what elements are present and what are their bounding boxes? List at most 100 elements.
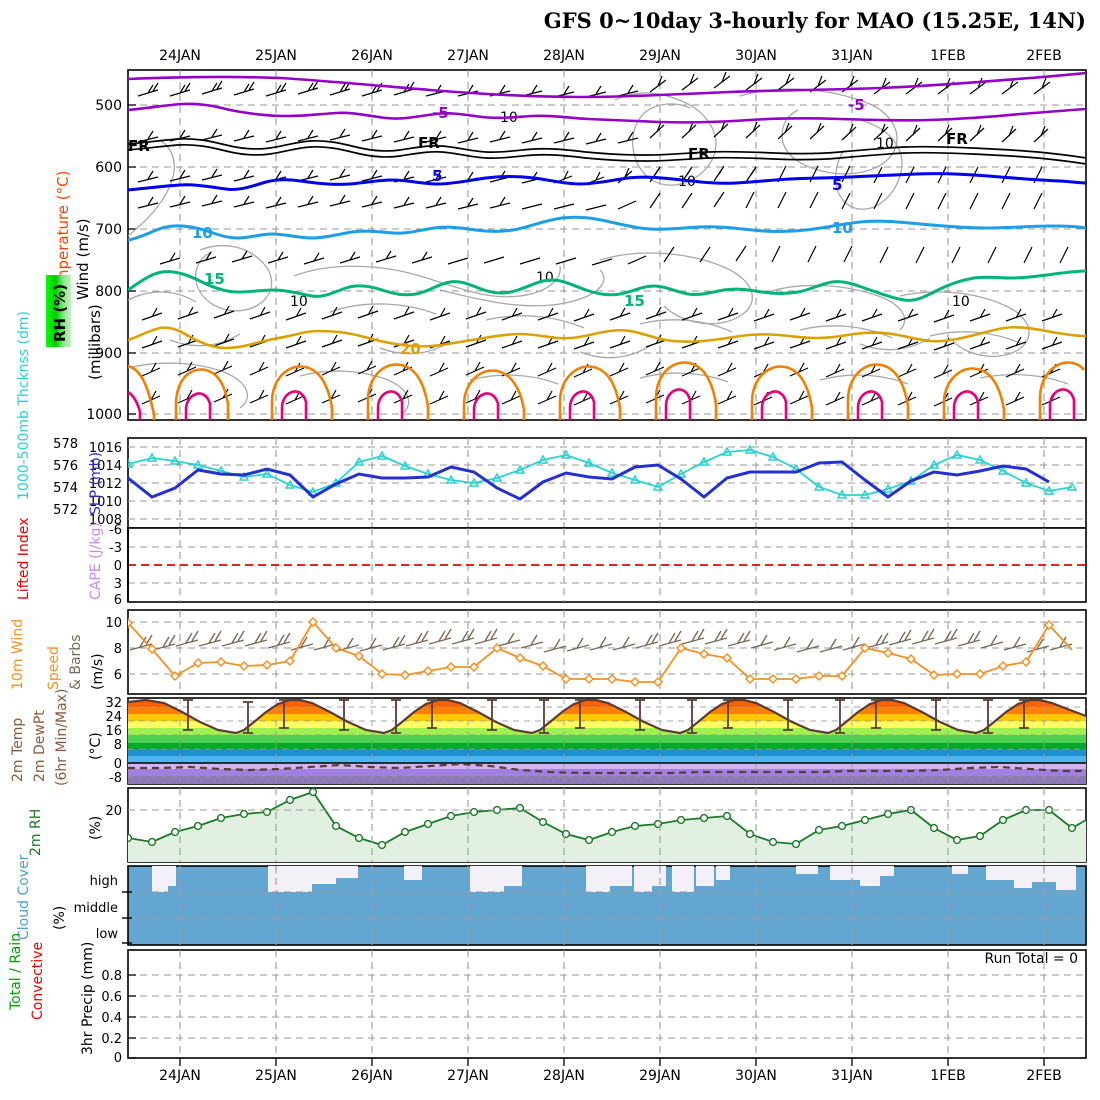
temp2m-axis-ticks: 32 24 16 8 0 -8 xyxy=(105,696,122,786)
precip-total-label: Total / Rain xyxy=(8,933,24,1011)
li-tick: 6 xyxy=(114,593,122,608)
top-date-label: 25JAN xyxy=(255,48,297,64)
dewpt2m-label: 2m DewPt xyxy=(32,710,48,782)
pressure-tick: 700 xyxy=(95,222,122,238)
temp2m-band-deep-purple xyxy=(128,776,1086,784)
isotherm-30 xyxy=(128,388,1076,420)
rh-contour-label: 10 xyxy=(290,294,308,310)
pressure-axis: 500 600 700 800 900 1000 xyxy=(86,98,136,423)
upper-air-plot-area xyxy=(127,69,1087,421)
li-tick: 3 xyxy=(114,577,122,592)
top-date-label: 30JAN xyxy=(735,48,777,64)
rh2m-panel: 20 2m RH (%) xyxy=(28,787,1087,863)
isotherm-20 xyxy=(128,325,1086,350)
slp-tick: 1010 xyxy=(89,495,122,510)
isotherm-label: 5 xyxy=(832,176,842,194)
cloud-title-label: Cloud Cover xyxy=(16,854,32,940)
rh-label: RH (%) xyxy=(51,284,69,342)
temp2m-panel: 32 24 16 8 0 -8 2m Temp 2m DewPt (6hr Mi… xyxy=(10,689,1087,786)
pressure-tick: 500 xyxy=(95,98,122,114)
cape-label: CAPE (J/kg) xyxy=(88,522,104,600)
bottom-date-label: 31JAN xyxy=(831,1068,873,1084)
li-tick: -3 xyxy=(109,541,122,556)
isotherm-label: 10 xyxy=(192,224,213,242)
isotherm-minus5 xyxy=(128,102,1086,124)
wind-tick: 10 xyxy=(105,616,122,631)
precip-tick: 0.8 xyxy=(101,969,122,984)
li-tick: 0 xyxy=(114,559,122,574)
isotherm-label: 15 xyxy=(624,292,645,310)
precip-panel: 0.8 0.6 0.4 0.2 0 Run Total = 0 Total / … xyxy=(8,933,1087,1066)
thickness-tick: 576 xyxy=(53,459,78,474)
rh2m-grid xyxy=(128,788,1086,862)
temp2m-tick: 24 xyxy=(105,710,122,725)
wind-title-label: 10m Wind xyxy=(10,619,26,690)
upper-panel-side-labels: Wind (m/s) Temperature (°C) (millibars) … xyxy=(46,171,104,380)
slp-label: SLP (mb) xyxy=(88,452,104,515)
temp2m-tick: -8 xyxy=(109,771,122,786)
cloud-tick: low xyxy=(96,927,119,942)
wind-panel-side-labels: 10m Wind Speed & Barbs (m/s) xyxy=(10,619,106,690)
wind-speed-markers xyxy=(128,616,1055,688)
wind-grid xyxy=(128,610,1086,694)
temp2m-dewpt-fill xyxy=(128,763,1086,769)
wind-plot-area xyxy=(127,609,1087,695)
rh-label-group: RH (%) xyxy=(46,275,71,347)
top-date-label: 31JAN xyxy=(831,48,873,64)
isotherm-label: 20 xyxy=(400,340,421,358)
precip-axis-ticks: 0.8 0.6 0.4 0.2 0 xyxy=(101,969,136,1066)
upper-contour-labels: -5 -5 FR FR FR FR 5 5 10 10 15 15 20 xyxy=(128,96,968,358)
precip-tick: 0.4 xyxy=(101,1011,122,1026)
cloud-cover-panel: high middle low Cloud Cover (%) xyxy=(16,854,1087,946)
bottom-date-axis: 24JAN 25JAN 26JAN 27JAN 28JAN 29JAN 30JA… xyxy=(159,1058,1062,1084)
temp2m-label: 2m Temp xyxy=(10,718,26,782)
top-date-label: 28JAN xyxy=(543,48,585,64)
rh2m-units-label: (%) xyxy=(88,816,104,840)
temperature-label: Temperature (°C) xyxy=(54,171,72,301)
temp2m-band-lavender xyxy=(128,763,1086,769)
wind-axis-ticks: 10 8 6 xyxy=(105,616,122,683)
temp2m-side-labels: 2m Temp 2m DewPt (6hr Min/Max) (°C) xyxy=(10,689,104,786)
top-date-label: 27JAN xyxy=(447,48,489,64)
slp-axis-ticks: 1016 1014 1012 1010 1008 xyxy=(89,441,122,528)
temp2m-tick: 32 xyxy=(105,696,122,711)
rh2m-side-labels: 2m RH (%) xyxy=(28,809,104,856)
precip-units-label: 3hr Precip (mm) xyxy=(80,942,96,1055)
li-tick: -6 xyxy=(109,523,122,538)
bottom-date-label: 28JAN xyxy=(543,1068,585,1084)
precip-tick: 0 xyxy=(114,1051,122,1066)
bottom-date-label: 2FEB xyxy=(1026,1068,1061,1084)
thickness-tick: 572 xyxy=(53,503,78,518)
pressure-tick: 600 xyxy=(95,160,122,176)
wind-panel: 10 8 6 xyxy=(10,609,1087,695)
surface-wind-barbs xyxy=(129,628,1073,653)
slp-plot-area xyxy=(127,437,1087,529)
slp-thickness-panel: 1016 1014 1012 1010 1008 578 576 574 572 xyxy=(16,311,1087,529)
slp-tick: 1014 xyxy=(89,459,122,474)
isotherm-label: 5 xyxy=(432,167,442,185)
slp-tick: 1016 xyxy=(89,441,122,456)
bottom-date-label: 30JAN xyxy=(735,1068,777,1084)
wind-units-label: Wind (m/s) xyxy=(74,218,92,300)
cloud-axis-ticks xyxy=(122,891,132,944)
precip-tick: 0.6 xyxy=(101,990,122,1005)
top-date-label: 1FEB xyxy=(930,48,965,64)
bottom-date-label: 1FEB xyxy=(930,1068,965,1084)
precip-side-labels: Total / Rain Convective 3hr Precip (mm) xyxy=(8,933,96,1055)
wind-tick: 6 xyxy=(114,668,122,683)
cloud-units-label: (%) xyxy=(52,906,68,930)
temp2m-dewpt-line xyxy=(128,762,1086,775)
isotherm-minus10 xyxy=(128,71,1086,99)
li-axis-ticks: -6 -3 0 3 6 xyxy=(109,523,122,608)
precip-plot-area xyxy=(127,949,1087,1059)
millibars-label: (millibars) xyxy=(86,304,104,380)
rh2m-markers xyxy=(128,788,1077,850)
temp2m-tick: 8 xyxy=(114,738,122,753)
temp2m-minmax-bars xyxy=(183,699,1029,734)
wind-barbs-label: & Barbs xyxy=(68,635,84,691)
freezing-label: FR xyxy=(946,130,968,148)
precip-tick: 0.2 xyxy=(101,1032,122,1047)
rh2m-tick: 20 xyxy=(105,804,122,819)
temp2m-tick: 0 xyxy=(114,757,122,772)
